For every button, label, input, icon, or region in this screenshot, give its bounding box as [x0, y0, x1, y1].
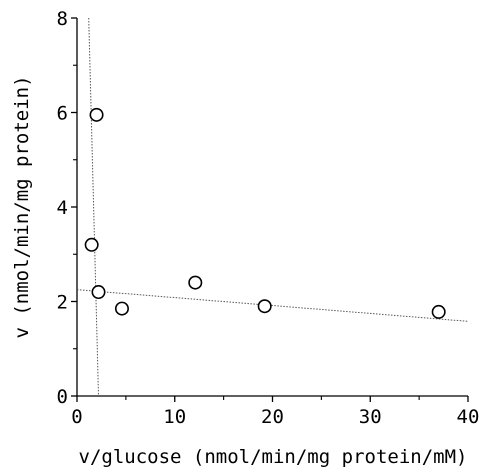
- y-tick-label: 6: [57, 103, 68, 125]
- x-axis-label: v/glucose (nmol/min/mg protein/mM): [79, 446, 468, 468]
- fit-line: [88, 17, 100, 397]
- y-tick-label: 8: [57, 8, 68, 30]
- fit-line: [76, 289, 469, 322]
- data-point: [114, 301, 129, 316]
- x-tick-label: 10: [163, 406, 186, 428]
- data-point: [188, 275, 203, 290]
- y-axis-label: v (nmol/min/mg protein): [11, 75, 33, 338]
- x-tick-label: 20: [261, 406, 284, 428]
- fit-lines: [76, 17, 469, 397]
- data-points: [84, 107, 446, 319]
- tick-labels: 0 10 20 30 40 0 2 4 6 8: [57, 8, 480, 428]
- data-point: [89, 107, 104, 122]
- y-tick-label: 2: [57, 292, 68, 314]
- axes: [76, 18, 468, 397]
- y-tick-label: 0: [57, 386, 68, 408]
- x-tick-label: 30: [359, 406, 382, 428]
- ticks: [71, 17, 469, 402]
- data-point: [431, 304, 446, 319]
- x-tick-label: 40: [457, 406, 480, 428]
- y-tick-label: 4: [57, 197, 68, 219]
- x-tick-label: 0: [71, 406, 82, 428]
- data-point: [91, 285, 106, 300]
- data-point: [257, 299, 272, 314]
- data-point: [84, 237, 99, 252]
